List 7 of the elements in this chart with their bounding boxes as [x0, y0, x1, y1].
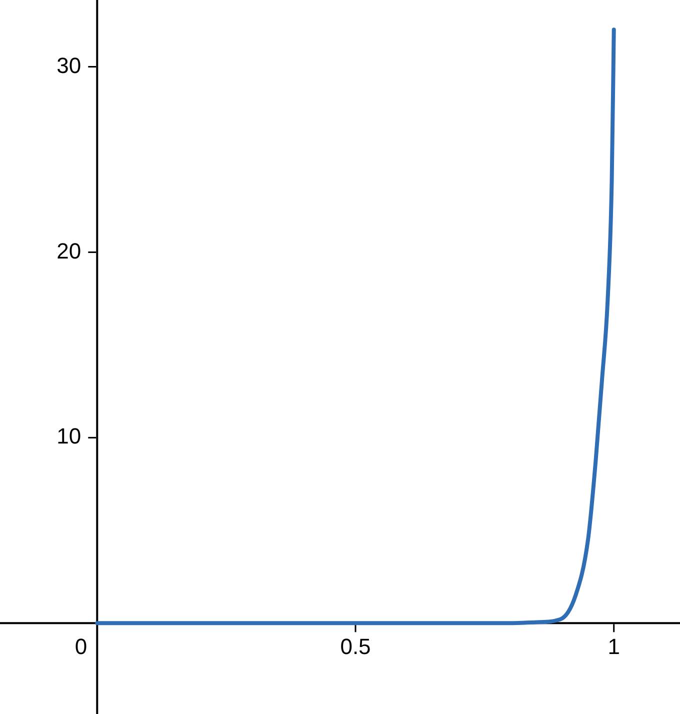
x-tick-label: 1: [608, 634, 620, 660]
y-tick-label: 20: [56, 238, 82, 264]
x-tick-label: 0: [74, 634, 88, 660]
x-tick-label: 0.5: [340, 634, 371, 660]
y-tick-label: 30: [56, 52, 82, 78]
line-series: [95, 28, 616, 626]
y-tick-label: 10: [56, 424, 82, 449]
